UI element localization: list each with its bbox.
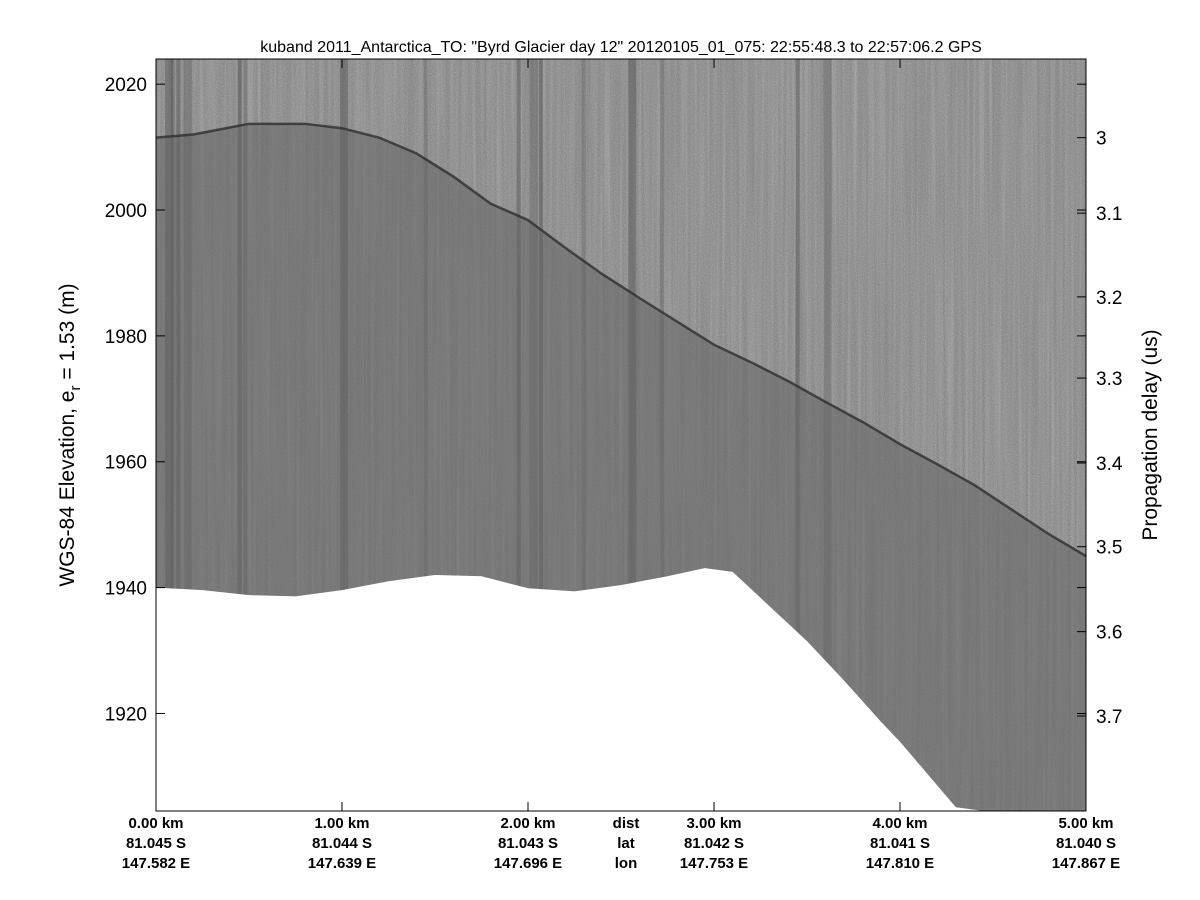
row-label-lon: lon (615, 855, 638, 872)
left-elevation-axis: 2020 2000 1980 1960 1940 1920 (105, 75, 1086, 725)
right-tick-label: 3.7 (1096, 707, 1122, 728)
latitude-tick-label: 81.045 S (126, 835, 186, 852)
left-axis-label-subscript: r (67, 386, 84, 391)
left-tick-label: 1960 (105, 453, 147, 474)
latitude-tick-label: 81.043 S (498, 835, 558, 852)
radargram-image (156, 59, 1086, 811)
right-tick-label: 3.6 (1096, 623, 1122, 644)
distance-tick-label: 0.00 km (128, 815, 183, 832)
left-tick-label: 1940 (105, 579, 147, 600)
latitude-tick-label: 81.042 S (684, 835, 744, 852)
longitude-tick-label: 147.696 E (494, 855, 562, 872)
right-axis-label: Propagation delay (us) (1139, 329, 1162, 540)
right-delay-axis: 3 3.1 3.2 3.3 3.4 3.5 3.6 3.7 (1077, 129, 1123, 728)
distance-tick-label: 4.00 km (872, 815, 927, 832)
plot-frame (155, 58, 1087, 812)
latitude-tick-label: 81.040 S (1056, 835, 1116, 852)
no-data-region (156, 568, 1086, 811)
right-tick-label: 3 (1096, 129, 1107, 150)
left-axis-label-tail: = 1.53 (m) (56, 283, 79, 385)
distance-tick-label: 1.00 km (314, 815, 369, 832)
distance-tick-label: 3.00 km (686, 815, 741, 832)
longitude-tick-label: 147.639 E (308, 855, 376, 872)
latitude-tick-label: 81.044 S (312, 835, 372, 852)
left-axis-label-main: WGS-84 Elevation, e (56, 391, 79, 587)
row-label-lat: lat (617, 835, 635, 852)
ice-layer-region (156, 123, 1086, 811)
left-tick-label: 2020 (105, 75, 147, 96)
right-tick-label: 3.3 (1096, 369, 1122, 390)
distance-tick-label: 2.00 km (500, 815, 555, 832)
longitude-tick-label: 147.753 E (680, 855, 748, 872)
left-tick-label: 2000 (105, 201, 147, 222)
distance-tick-label: 5.00 km (1058, 815, 1113, 832)
longitude-tick-label: 147.867 E (1052, 855, 1120, 872)
left-tick-label: 1980 (105, 327, 147, 348)
left-tick-label: 1920 (105, 704, 147, 725)
chart-title: kuband 2011_Antarctica_TO: "Byrd Glacier… (260, 39, 982, 56)
bottom-distance-axis: 0.00 km 81.045 S 147.582 E 1.00 km 81.044 S 1… (122, 59, 1120, 872)
right-tick-label: 3.4 (1096, 454, 1123, 475)
left-axis-label: WGS-84 Elevation, er = 1.53 (m) (56, 283, 84, 586)
right-tick-label: 3.1 (1096, 204, 1122, 225)
longitude-tick-label: 147.582 E (122, 855, 190, 872)
right-tick-label: 3.5 (1096, 538, 1122, 559)
row-label-dist: dist (613, 815, 640, 832)
latitude-tick-label: 81.041 S (870, 835, 930, 852)
right-tick-label: 3.2 (1096, 288, 1122, 309)
longitude-tick-label: 147.810 E (866, 855, 934, 872)
surface-echo-line (156, 122, 1086, 558)
